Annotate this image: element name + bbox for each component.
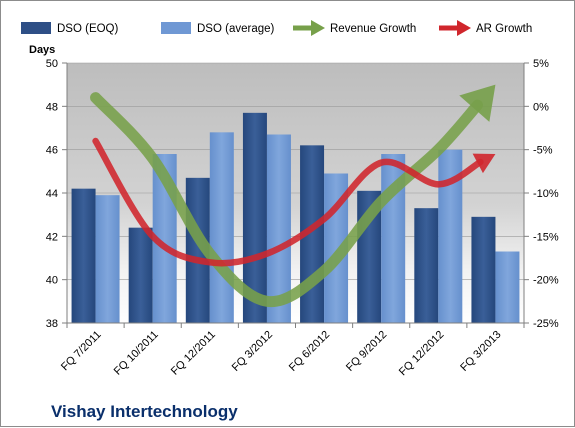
x-tick-label: FQ 12/2012 xyxy=(397,329,447,379)
x-tick-label: FQ 3/2013 xyxy=(458,329,503,374)
ar-growth-arrowhead xyxy=(472,153,496,174)
bar-dso-eoq xyxy=(414,208,439,323)
y2-axis-labels: -25% -20% -15% -10% -5% 0% 5% xyxy=(533,58,559,330)
x-tick-label: FQ 3/2012 xyxy=(230,329,275,374)
legend-item: Revenue Growth xyxy=(293,20,416,36)
revenue-growth-arrowhead xyxy=(459,84,496,122)
y2-tick-label: -25% xyxy=(533,318,559,330)
bar-dso-average xyxy=(266,134,291,323)
y2-tick-label: -15% xyxy=(533,231,559,243)
y2-tick-label: 0% xyxy=(533,101,549,113)
y-tick-label: 44 xyxy=(46,188,58,200)
legend-item: DSO (average) xyxy=(161,22,275,35)
y-tick-label: 48 xyxy=(46,101,58,113)
y-axis-labels: 38 40 42 44 46 48 50 xyxy=(46,58,58,330)
y-tick-label: 40 xyxy=(46,275,58,287)
company-name: Vishay Intertechnology xyxy=(51,402,238,421)
bar-dso-eoq xyxy=(471,216,496,323)
bar-dso-average xyxy=(495,251,520,323)
x-tick-label: FQ 12/2011 xyxy=(169,329,218,378)
y-tick-label: 50 xyxy=(46,58,58,70)
bar-dso-eoq xyxy=(71,188,96,323)
revenue-growth-line xyxy=(90,92,483,308)
bars xyxy=(71,112,520,323)
legend-swatch xyxy=(21,22,51,34)
y2-tick-label: 5% xyxy=(533,58,549,70)
legend-arrow-head xyxy=(457,20,471,36)
bar-dso-average xyxy=(209,132,234,323)
x-tick-label: FQ 9/2012 xyxy=(344,329,389,374)
legend-swatch xyxy=(161,22,191,34)
y2-tick-label: -20% xyxy=(533,275,559,287)
y-axis-title: Days xyxy=(29,44,55,56)
x-tick-label: FQ 6/2012 xyxy=(287,329,332,374)
bar-dso-eoq xyxy=(128,227,153,323)
growth-lines xyxy=(90,84,496,308)
legend-label: DSO (average) xyxy=(197,23,275,35)
legend-label: DSO (EOQ) xyxy=(57,23,119,35)
x-tick-label: FQ 10/2011 xyxy=(112,329,161,378)
y-tick-label: 46 xyxy=(46,145,58,157)
legend: DSO (EOQ) DSO (average) Revenue Growth AR G… xyxy=(21,20,532,36)
legend-arrow-head xyxy=(311,20,325,36)
axes xyxy=(62,62,529,328)
x-axis-labels: FQ 7/2011 FQ 10/2011 FQ 12/2011 FQ 3/2012 FQ… xyxy=(59,329,504,379)
legend-label: AR Growth xyxy=(476,23,532,35)
y2-tick-label: -5% xyxy=(533,145,553,157)
legend-item: DSO (EOQ) xyxy=(21,22,119,35)
legend-label: Revenue Growth xyxy=(330,23,416,35)
y2-tick-label: -10% xyxy=(533,188,559,200)
ar-growth-line xyxy=(92,137,484,267)
y-tick-label: 42 xyxy=(46,231,58,243)
y-tick-label: 38 xyxy=(46,318,58,330)
legend-item: AR Growth xyxy=(439,20,532,36)
bar-dso-average xyxy=(95,195,120,323)
x-tick-label: FQ 7/2011 xyxy=(59,329,104,374)
